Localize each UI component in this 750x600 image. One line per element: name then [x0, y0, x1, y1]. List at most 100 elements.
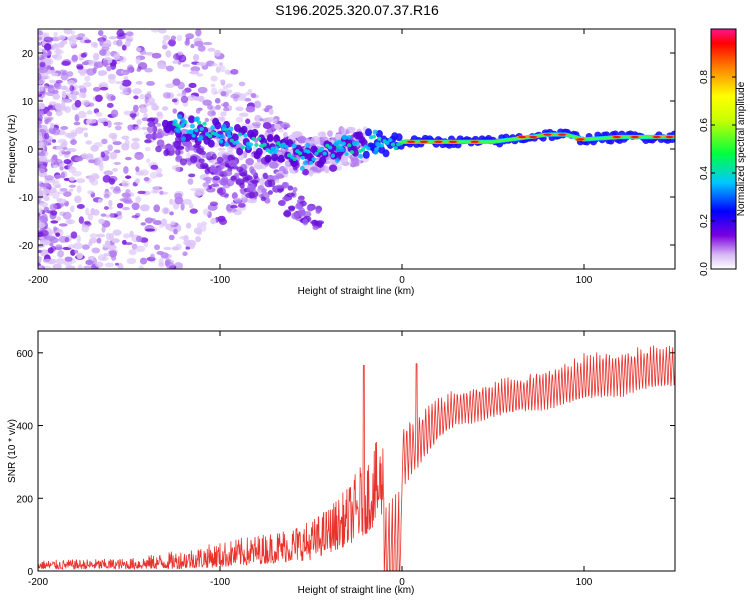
spectrogram-blob	[101, 138, 108, 145]
spectrogram-blob	[48, 104, 53, 109]
spectrogram-blob	[230, 175, 237, 181]
spectrogram-blob	[38, 131, 43, 139]
spectrogram-blob	[116, 39, 123, 47]
spectrogram-blob	[80, 53, 87, 58]
spectrogram-blob	[148, 97, 155, 105]
spectrogram-blob	[52, 263, 62, 269]
spectrogram-blob	[251, 136, 256, 141]
spectrogram-blob	[141, 126, 149, 131]
spectrogram-blob	[448, 140, 457, 143]
spectrogram-blob	[38, 42, 43, 46]
spectrogram-blob	[342, 134, 348, 140]
colorbar: 0.0 0.2 0.4 0.6 0.8 Normalized spectral ampl…	[699, 28, 747, 276]
spectrogram-blob	[240, 145, 245, 150]
spectrogram-blob	[106, 120, 112, 128]
spectrogram-blob	[346, 134, 352, 140]
spectrogram-blob	[156, 112, 164, 120]
spectrogram-blob	[292, 157, 297, 162]
spectrogram-blob	[219, 134, 225, 140]
spectrogram-blob	[190, 155, 198, 164]
spectrogram-blob	[180, 95, 189, 104]
spectrogram-blob	[44, 209, 53, 214]
spectrogram-blob	[123, 76, 129, 80]
spectrogram-blob	[161, 207, 170, 215]
spectrogram-blob	[184, 87, 192, 93]
spectrogram-blob	[285, 161, 291, 166]
spectrogram-blob	[97, 30, 104, 36]
spectrogram-blob	[188, 115, 196, 124]
spectrogram-blob	[217, 187, 224, 194]
spectrogram-blob	[43, 258, 53, 264]
spectrogram-blob	[76, 185, 82, 193]
spectrogram-blob	[238, 112, 249, 118]
spectrogram-blob	[151, 52, 162, 59]
spectrogram-blob	[92, 86, 101, 92]
spectrogram-blob	[134, 151, 144, 160]
spectrogram-blob	[286, 139, 294, 148]
spectrogram-blob	[189, 123, 195, 129]
spectrogram-blob	[161, 106, 169, 111]
spectrogram-blob	[266, 116, 274, 123]
spectrogram-blob	[111, 238, 120, 244]
spectrogram-blob	[284, 144, 289, 149]
spectrogram-blob	[202, 121, 207, 126]
spectrogram-blob	[371, 134, 376, 139]
spectrogram-blob	[53, 226, 58, 232]
spectrogram-blob	[43, 195, 50, 202]
colorbar-tick-label: 0.6	[699, 118, 710, 132]
spectrogram-blob	[204, 167, 211, 175]
spectrogram-blob	[95, 261, 104, 268]
spectrogram-blob	[57, 35, 66, 41]
spectrogram-blob	[60, 126, 69, 130]
spectrogram-blob	[119, 56, 127, 63]
spectrogram-blob	[135, 56, 141, 65]
spectrogram-blob	[103, 206, 110, 210]
spectrogram-blob	[377, 136, 382, 141]
spectrogram-blob	[220, 111, 227, 117]
spectrogram-blob	[144, 146, 151, 152]
spectrogram-blob	[211, 63, 218, 67]
spectrogram-blob	[238, 81, 246, 87]
spectrogram-blob	[108, 36, 117, 40]
spectrogram-blob	[189, 70, 200, 75]
spectrogram-blob	[302, 218, 309, 226]
spectrogram-blob	[59, 202, 65, 207]
spectrogram-blob	[665, 135, 674, 139]
spectrogram-blob	[193, 96, 204, 101]
spectrogram-blob	[256, 136, 262, 141]
snr-xtick-label: 0	[399, 577, 405, 588]
spectrogram-blob	[132, 88, 142, 95]
spectrogram-blob	[174, 196, 184, 205]
spectrogram-blob	[62, 211, 72, 220]
spectrogram-blob	[121, 79, 132, 87]
spectrogram-blob	[124, 139, 130, 147]
spectrogram-blob	[84, 39, 92, 44]
spectrogram-blob	[108, 206, 113, 210]
spectrogram-blob	[305, 142, 311, 148]
spectrogram-blob	[242, 176, 249, 182]
spectrogram-blob	[139, 169, 149, 176]
spectrogram-blob	[88, 118, 97, 124]
spectrogram-blob	[188, 82, 197, 88]
spectrogram-blob	[253, 100, 262, 109]
spectrogram-blob	[198, 158, 205, 164]
spectrogram-blob	[109, 213, 115, 218]
spectrogram-blob	[290, 158, 298, 167]
snr-panel: -200 -100 0 100 0 200 400 600 Height of straigh…	[7, 330, 676, 596]
spectrogram-blob	[60, 102, 66, 110]
spectrogram-blob	[144, 139, 152, 144]
spectrogram-blob	[140, 222, 147, 226]
snr-plot-area	[38, 345, 675, 571]
spectrogram-blob	[207, 134, 213, 139]
spectrogram-blob	[135, 47, 142, 52]
spectrogram-blob	[63, 158, 72, 165]
spectrogram-blob	[110, 186, 115, 190]
spectrogram-blob	[108, 199, 113, 207]
spectrogram-blob	[202, 99, 212, 106]
snr-xtick-label: -100	[210, 577, 230, 588]
spectrogram-blob	[57, 191, 66, 195]
spectrogram-blob	[630, 135, 639, 139]
spectrogram-blob	[216, 156, 224, 163]
snr-ytick-label: 400	[16, 422, 33, 433]
spectrogram-blob	[111, 255, 117, 261]
